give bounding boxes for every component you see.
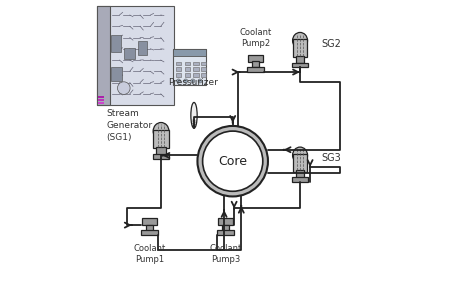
Bar [222, 225, 229, 231]
Bar [193, 62, 199, 65]
Bar [141, 230, 158, 235]
Text: Coolant
Pump1: Coolant Pump1 [134, 244, 166, 264]
Ellipse shape [198, 126, 268, 196]
Text: Core: Core [218, 155, 247, 168]
Ellipse shape [153, 122, 169, 140]
Bar [252, 61, 259, 67]
Text: SG3: SG3 [321, 153, 341, 163]
Bar [201, 62, 206, 65]
Circle shape [176, 79, 181, 83]
Bar [193, 73, 199, 77]
Bar [293, 39, 308, 57]
Text: Coolant
Pump3: Coolant Pump3 [210, 244, 242, 264]
Bar [176, 67, 182, 71]
Bar [247, 67, 264, 72]
Bar [217, 230, 234, 235]
Bar [293, 154, 308, 172]
Bar [193, 67, 199, 71]
Circle shape [191, 79, 195, 83]
Bar [218, 218, 233, 225]
Bar [296, 170, 304, 178]
Bar [146, 225, 153, 231]
Bar [201, 67, 206, 71]
Circle shape [184, 79, 188, 83]
Circle shape [198, 79, 202, 83]
Bar [111, 67, 122, 81]
Bar [98, 102, 104, 104]
Bar [248, 55, 263, 62]
Bar [98, 99, 104, 101]
Bar [185, 62, 190, 65]
Text: Coolant
Pump2: Coolant Pump2 [239, 28, 272, 48]
Text: Pressurizer: Pressurizer [168, 78, 218, 87]
Ellipse shape [292, 33, 308, 49]
Bar [292, 63, 308, 67]
Ellipse shape [202, 131, 263, 191]
Bar [124, 48, 135, 59]
Ellipse shape [191, 103, 197, 128]
Bar [138, 41, 147, 55]
Bar [292, 177, 308, 182]
Bar [97, 6, 174, 105]
Bar [185, 67, 190, 71]
Bar [98, 96, 104, 98]
Bar [296, 56, 304, 63]
Circle shape [118, 82, 130, 94]
Text: SG2: SG2 [321, 39, 341, 49]
Bar [156, 147, 165, 155]
Bar [173, 50, 206, 56]
Bar [142, 218, 157, 225]
Bar [176, 73, 182, 77]
Bar [153, 154, 169, 159]
Bar [97, 6, 110, 105]
Ellipse shape [292, 147, 308, 163]
Bar [201, 73, 206, 77]
Bar [111, 35, 121, 52]
Bar [173, 50, 206, 85]
Bar [153, 130, 169, 148]
Bar [185, 73, 190, 77]
Text: Stream
Generator
(SG1): Stream Generator (SG1) [107, 109, 153, 142]
Bar [176, 62, 182, 65]
